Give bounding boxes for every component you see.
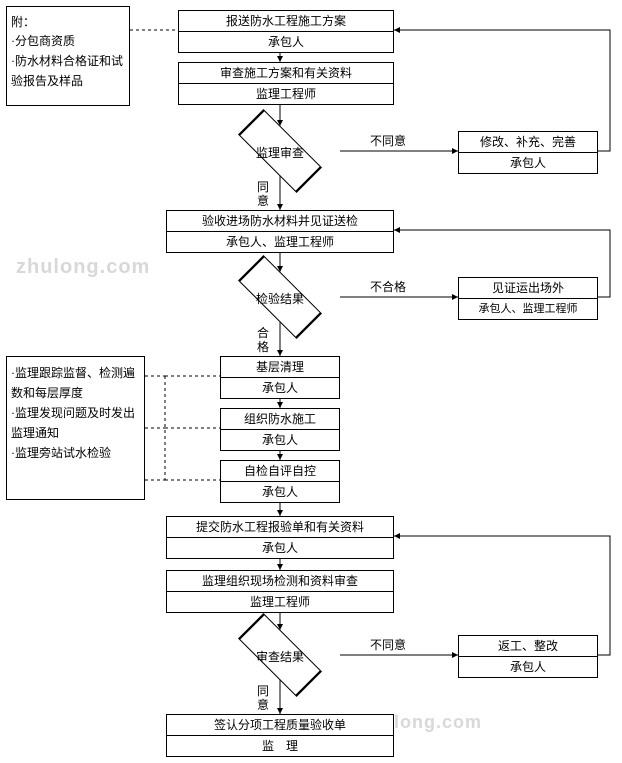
node-role: 承包人、监理工程师 [459,298,597,319]
node-title: 修改、补充、完善 [459,132,597,152]
annotation-middle-item: ·监理发现问题及时发出监理通知 [11,403,140,443]
annotation-top-item: ·分包商资质 [11,31,125,51]
node-role: 监理工程师 [167,591,393,612]
node-role: 承包人 [179,31,393,52]
node-title: 自检自评自控 [221,461,339,481]
node-title: 提交防水工程报验单和有关资料 [167,517,393,537]
annotation-top-header: 附： [11,13,125,31]
node-title: 监理组织现场检测和资料审查 [167,571,393,591]
node-title: 报送防水工程施工方案 [179,11,393,31]
node-r2: 见证运出场外 承包人、监理工程师 [458,277,598,320]
node-title: 组织防水施工 [221,409,339,429]
node-title: 验收进场防水材料并见证送检 [167,211,393,231]
node-n7: 提交防水工程报验单和有关资料 承包人 [166,516,394,559]
edge-label-yes: 同意 [256,684,270,712]
decision-label: 监理审查 [220,144,340,161]
annotation-middle-item: ·监理跟踪监督、检测遍数和每层厚度 [11,363,140,403]
node-role: 监理工程师 [179,83,393,104]
node-title: 见证运出场外 [459,278,597,298]
decision-d3: 审查结果 [220,630,340,680]
edge-label-no: 不合格 [370,280,406,294]
node-n3: 验收进场防水材料并见证送检 承包人、监理工程师 [166,210,394,253]
decision-d2: 检验结果 [220,272,340,322]
edge-label-yes: 合格 [256,326,270,354]
node-n9: 签认分项工程质量验收单 监 理 [166,714,394,757]
node-title: 审查施工方案和有关资料 [179,63,393,83]
node-n1: 报送防水工程施工方案 承包人 [178,10,394,53]
node-title: 基层清理 [221,357,339,377]
annotation-middle: ·监理跟踪监督、检测遍数和每层厚度 ·监理发现问题及时发出监理通知 ·监理旁站试… [6,356,145,500]
node-role: 承包人 [221,481,339,502]
node-n6: 自检自评自控 承包人 [220,460,340,503]
node-n4: 基层清理 承包人 [220,356,340,399]
annotation-top-item: ·防水材料合格证和试验报告及样品 [11,51,125,91]
annotation-top: 附： ·分包商资质 ·防水材料合格证和试验报告及样品 [6,6,130,106]
node-role: 承包人 [221,377,339,398]
node-title: 签认分项工程质量验收单 [167,715,393,735]
node-n5: 组织防水施工 承包人 [220,408,340,451]
node-role: 承包人、监理工程师 [167,231,393,252]
node-n8: 监理组织现场检测和资料审查 监理工程师 [166,570,394,613]
decision-label: 检验结果 [220,290,340,307]
node-n2: 审查施工方案和有关资料 监理工程师 [178,62,394,105]
node-r3: 返工、整改 承包人 [458,635,598,678]
node-role: 承包人 [459,152,597,173]
annotation-middle-item: ·监理旁站试水检验 [11,443,140,463]
node-role: 承包人 [459,656,597,677]
edge-label-yes: 同意 [256,180,270,208]
node-role: 承包人 [167,537,393,558]
edge-label-no: 不同意 [370,134,406,148]
decision-label: 审查结果 [220,648,340,665]
edge-label-no: 不同意 [370,638,406,652]
decision-d1: 监理审查 [220,126,340,176]
node-role: 承包人 [221,429,339,450]
node-role: 监 理 [167,735,393,756]
node-r1: 修改、补充、完善 承包人 [458,131,598,174]
node-title: 返工、整改 [459,636,597,656]
